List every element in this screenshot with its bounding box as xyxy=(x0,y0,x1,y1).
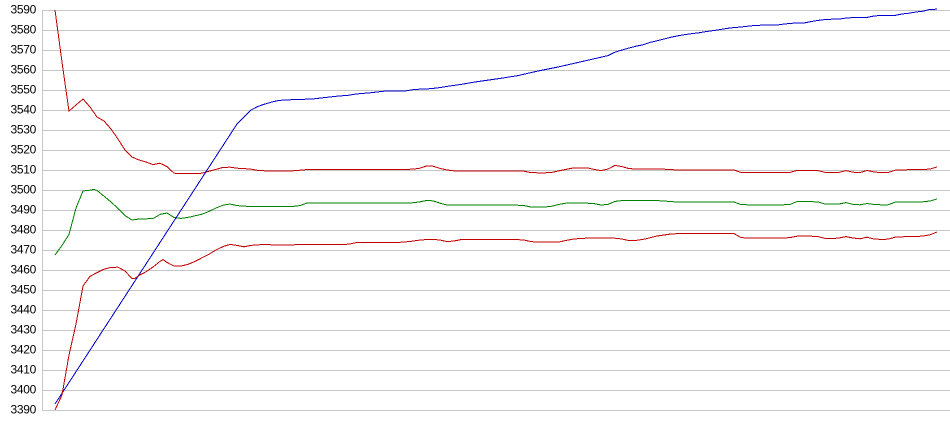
svg-text:3390: 3390 xyxy=(11,403,37,417)
svg-text:3550: 3550 xyxy=(11,83,37,97)
svg-text:3570: 3570 xyxy=(11,43,37,57)
svg-text:3580: 3580 xyxy=(11,23,37,37)
svg-text:3420: 3420 xyxy=(11,343,37,357)
svg-text:3460: 3460 xyxy=(11,263,37,277)
svg-text:3520: 3520 xyxy=(11,143,37,157)
svg-text:3590: 3590 xyxy=(11,3,37,17)
svg-text:3530: 3530 xyxy=(11,123,37,137)
svg-text:3430: 3430 xyxy=(11,323,37,337)
svg-text:3400: 3400 xyxy=(11,383,37,397)
svg-text:3540: 3540 xyxy=(11,103,37,117)
svg-text:3450: 3450 xyxy=(11,283,37,297)
svg-text:3560: 3560 xyxy=(11,63,37,77)
svg-text:3500: 3500 xyxy=(11,183,37,197)
svg-text:3410: 3410 xyxy=(11,363,37,377)
svg-text:3510: 3510 xyxy=(11,163,37,177)
svg-text:3490: 3490 xyxy=(11,203,37,217)
svg-text:3480: 3480 xyxy=(11,223,37,237)
svg-text:3440: 3440 xyxy=(11,303,37,317)
svg-text:3470: 3470 xyxy=(11,243,37,257)
